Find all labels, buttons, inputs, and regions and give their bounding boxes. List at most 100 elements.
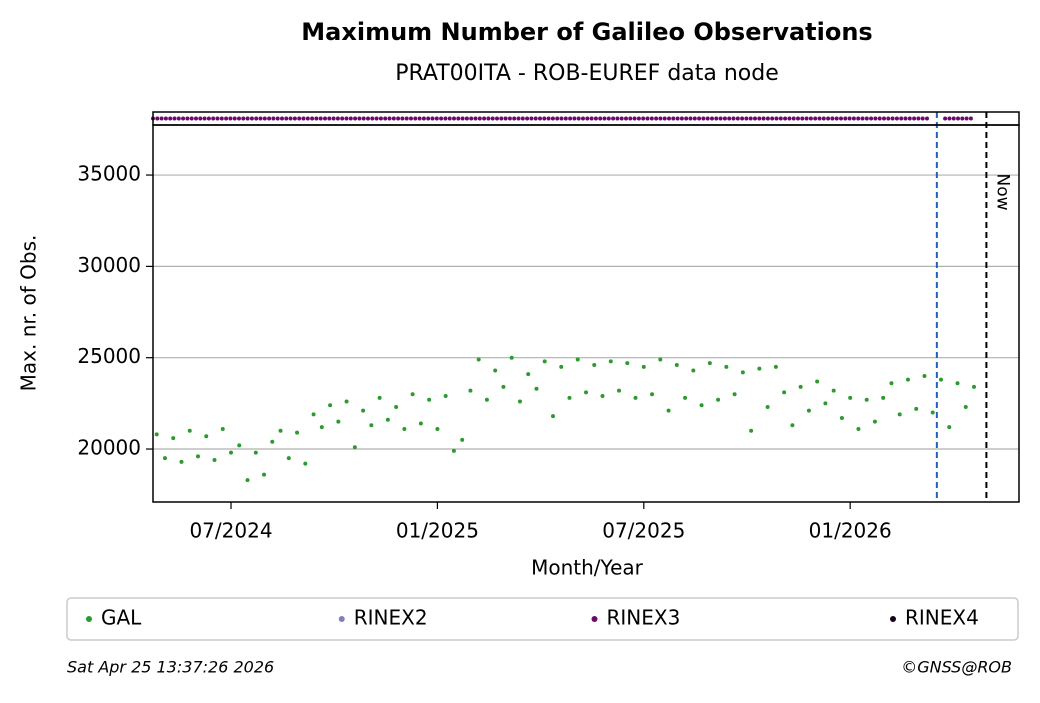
data-point: [542, 359, 547, 364]
data-point: [319, 425, 324, 430]
data-point: [501, 384, 506, 389]
data-point: [460, 437, 465, 442]
data-point: [278, 428, 283, 433]
legend-marker: [338, 616, 345, 622]
data-point: [773, 364, 778, 369]
data-point: [336, 419, 341, 424]
data-point: [617, 388, 622, 393]
data-point: [402, 426, 407, 431]
data-point: [567, 395, 572, 400]
data-point: [897, 412, 902, 417]
data-point: [831, 388, 836, 393]
data-point: [245, 478, 250, 483]
data-point: [905, 377, 910, 382]
data-point: [641, 364, 646, 369]
data-point: [352, 445, 357, 450]
data-point: [889, 381, 894, 386]
data-point: [493, 368, 498, 373]
data-point: [204, 434, 209, 439]
data-point: [947, 425, 952, 430]
data-point: [848, 395, 853, 400]
data-point: [526, 372, 531, 377]
data-point: [666, 408, 671, 413]
plot-frame: [152, 124, 1020, 503]
data-point: [237, 443, 242, 448]
data-point: [154, 432, 159, 437]
data-point: [716, 397, 721, 402]
data-point: [699, 403, 704, 408]
data-point: [179, 459, 184, 464]
data-point: [930, 410, 935, 415]
data-point: [955, 381, 960, 386]
data-point: [872, 419, 877, 424]
data-point: [344, 399, 349, 404]
reference-label: Now: [992, 173, 1012, 210]
data-point: [592, 363, 597, 368]
legend-label: RINEX3: [607, 606, 681, 630]
data-point: [608, 359, 613, 364]
data-point: [262, 472, 267, 477]
data-point: [253, 450, 258, 455]
legend-box: [66, 597, 1019, 641]
data-point: [410, 392, 415, 397]
x-tick-label: 07/2024: [189, 519, 272, 543]
data-point: [584, 390, 588, 395]
data-point: [550, 414, 555, 419]
data-point: [806, 408, 811, 413]
data-point: [757, 366, 762, 371]
data-point: [972, 384, 977, 389]
data-point: [394, 405, 399, 410]
credit: ©GNSS@ROB: [901, 658, 1012, 677]
data-point: [451, 448, 456, 453]
data-point: [724, 364, 729, 369]
data-point: [427, 397, 432, 402]
data-point: [839, 415, 844, 420]
data-point: [229, 450, 234, 455]
timestamp: Sat Apr 25 13:37:26 2026: [67, 658, 274, 677]
data-point: [856, 426, 861, 431]
y-axis-label: Max. nr. of Obs.: [17, 235, 41, 392]
data-point: [658, 357, 663, 362]
data-point: [295, 430, 300, 435]
data-point: [691, 368, 696, 373]
data-point: [765, 405, 770, 410]
data-point: [625, 361, 630, 366]
data-point: [575, 357, 580, 362]
data-point: [559, 364, 564, 369]
data-point: [418, 421, 423, 426]
data-point: [740, 370, 745, 375]
chart-subtitle: PRAT00ITA - ROB-EUREF data node: [395, 61, 779, 86]
x-axis-label: Month/Year: [531, 556, 644, 580]
strip-frame: [152, 111, 1020, 126]
data-point: [468, 388, 473, 393]
legend-label: GAL: [101, 606, 142, 630]
legend-marker: [591, 616, 598, 622]
data-point: [220, 426, 225, 431]
data-point: [823, 401, 828, 406]
data-point: [600, 394, 605, 399]
data-point: [162, 456, 167, 461]
data-point: [328, 403, 333, 408]
data-point: [361, 408, 366, 413]
data-point: [633, 395, 638, 400]
data-point: [790, 423, 795, 428]
x-tick-label: 07/2025: [602, 519, 685, 543]
data-point: [385, 417, 390, 422]
data-point: [484, 397, 489, 402]
data-point: [963, 405, 968, 410]
data-point: [476, 357, 481, 362]
data-point: [534, 386, 539, 391]
y-tick-label: 20000: [77, 436, 141, 460]
data-point: [922, 373, 927, 378]
data-point: [509, 355, 514, 360]
data-point: [707, 361, 712, 366]
data-point: [435, 426, 440, 431]
data-point: [674, 363, 679, 368]
y-tick-label: 25000: [77, 344, 141, 368]
data-point: [171, 436, 176, 441]
data-point: [650, 392, 655, 397]
data-point: [303, 461, 308, 466]
data-point: [377, 395, 382, 400]
data-point: [187, 428, 192, 433]
